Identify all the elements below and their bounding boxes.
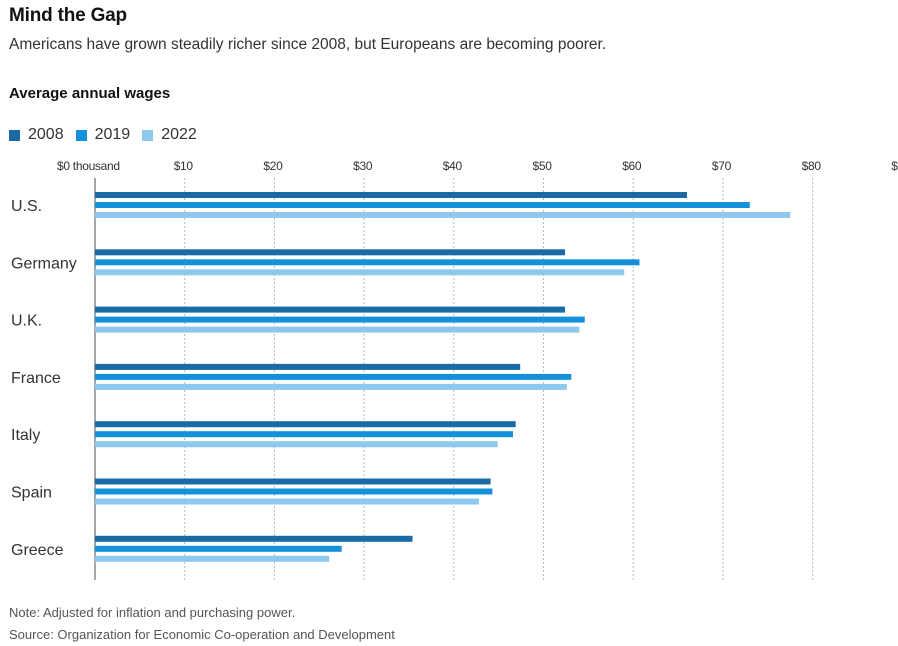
x-tick-label: $90 <box>891 159 898 173</box>
legend: 2008 2019 2022 <box>9 125 209 145</box>
x-tick-label: $50 <box>533 159 553 173</box>
bar-2022 <box>95 555 330 562</box>
bar-2022 <box>95 269 625 276</box>
bar-2019 <box>95 431 514 438</box>
bar-2008 <box>95 306 566 313</box>
x-tick-label: $80 <box>802 159 822 173</box>
bar-2008 <box>95 478 491 485</box>
legend-item-2008: 2008 <box>9 126 64 144</box>
bar-2022 <box>95 212 791 218</box>
legend-swatch-2019 <box>75 129 87 141</box>
legend-label-2022: 2022 <box>161 126 197 143</box>
x-tick-label: $60 <box>622 159 642 173</box>
category-label: U.K. <box>11 313 42 330</box>
legend-label-2008: 2008 <box>28 126 64 143</box>
footnote: Note: Adjusted for inflation and purchas… <box>9 605 296 620</box>
legend-label-2019: 2019 <box>94 126 131 143</box>
x-tick-label: $20 <box>263 159 283 173</box>
bar-2019 <box>95 202 750 208</box>
category-label: France <box>11 370 61 387</box>
bar-2008 <box>95 363 521 370</box>
bar-2008 <box>95 249 566 256</box>
chart-title: Mind the Gap <box>9 5 127 26</box>
footer-notes: Note: Adjusted for inflation and purchas… <box>9 602 395 646</box>
category-label: Spain <box>11 485 52 502</box>
legend-swatch-2022 <box>142 129 154 141</box>
x-tick-label: $10 <box>174 159 194 173</box>
x-tick-label: $0 thousand <box>57 159 120 173</box>
bar-2019 <box>95 259 640 266</box>
x-tick-label: $30 <box>353 159 373 173</box>
bar-2008 <box>95 421 516 428</box>
chart-subtitle: Americans have grown steadily richer sin… <box>9 36 607 53</box>
bar-2019 <box>95 488 493 495</box>
category-label: Greece <box>11 542 64 559</box>
legend-item-2019: 2019 <box>75 126 131 144</box>
bar-2019 <box>95 316 585 323</box>
bar-2022 <box>95 498 479 505</box>
category-label: U.S. <box>11 198 42 215</box>
x-tick-label: $70 <box>712 159 732 173</box>
bar-2008 <box>95 535 413 542</box>
source-note: Source: Organization for Economic Co-ope… <box>9 627 395 642</box>
bar-2022 <box>95 441 498 448</box>
category-label: Italy <box>11 427 40 444</box>
x-tick-label: $40 <box>443 159 463 173</box>
bar-2022 <box>95 383 567 390</box>
category-label: Germany <box>11 255 77 272</box>
legend-swatch-2008 <box>9 129 20 141</box>
chart-heading: Average annual wages <box>9 85 171 102</box>
bar-2019 <box>95 373 572 380</box>
bar-chart: $0 thousand $10 $20 $30 $40 $50 $60 $70 $80 $90 U.… <box>11 159 898 580</box>
bar-2019 <box>95 545 342 552</box>
legend-item-2022: 2022 <box>142 126 197 144</box>
bar-2008 <box>95 192 688 198</box>
bar-2022 <box>95 326 580 333</box>
